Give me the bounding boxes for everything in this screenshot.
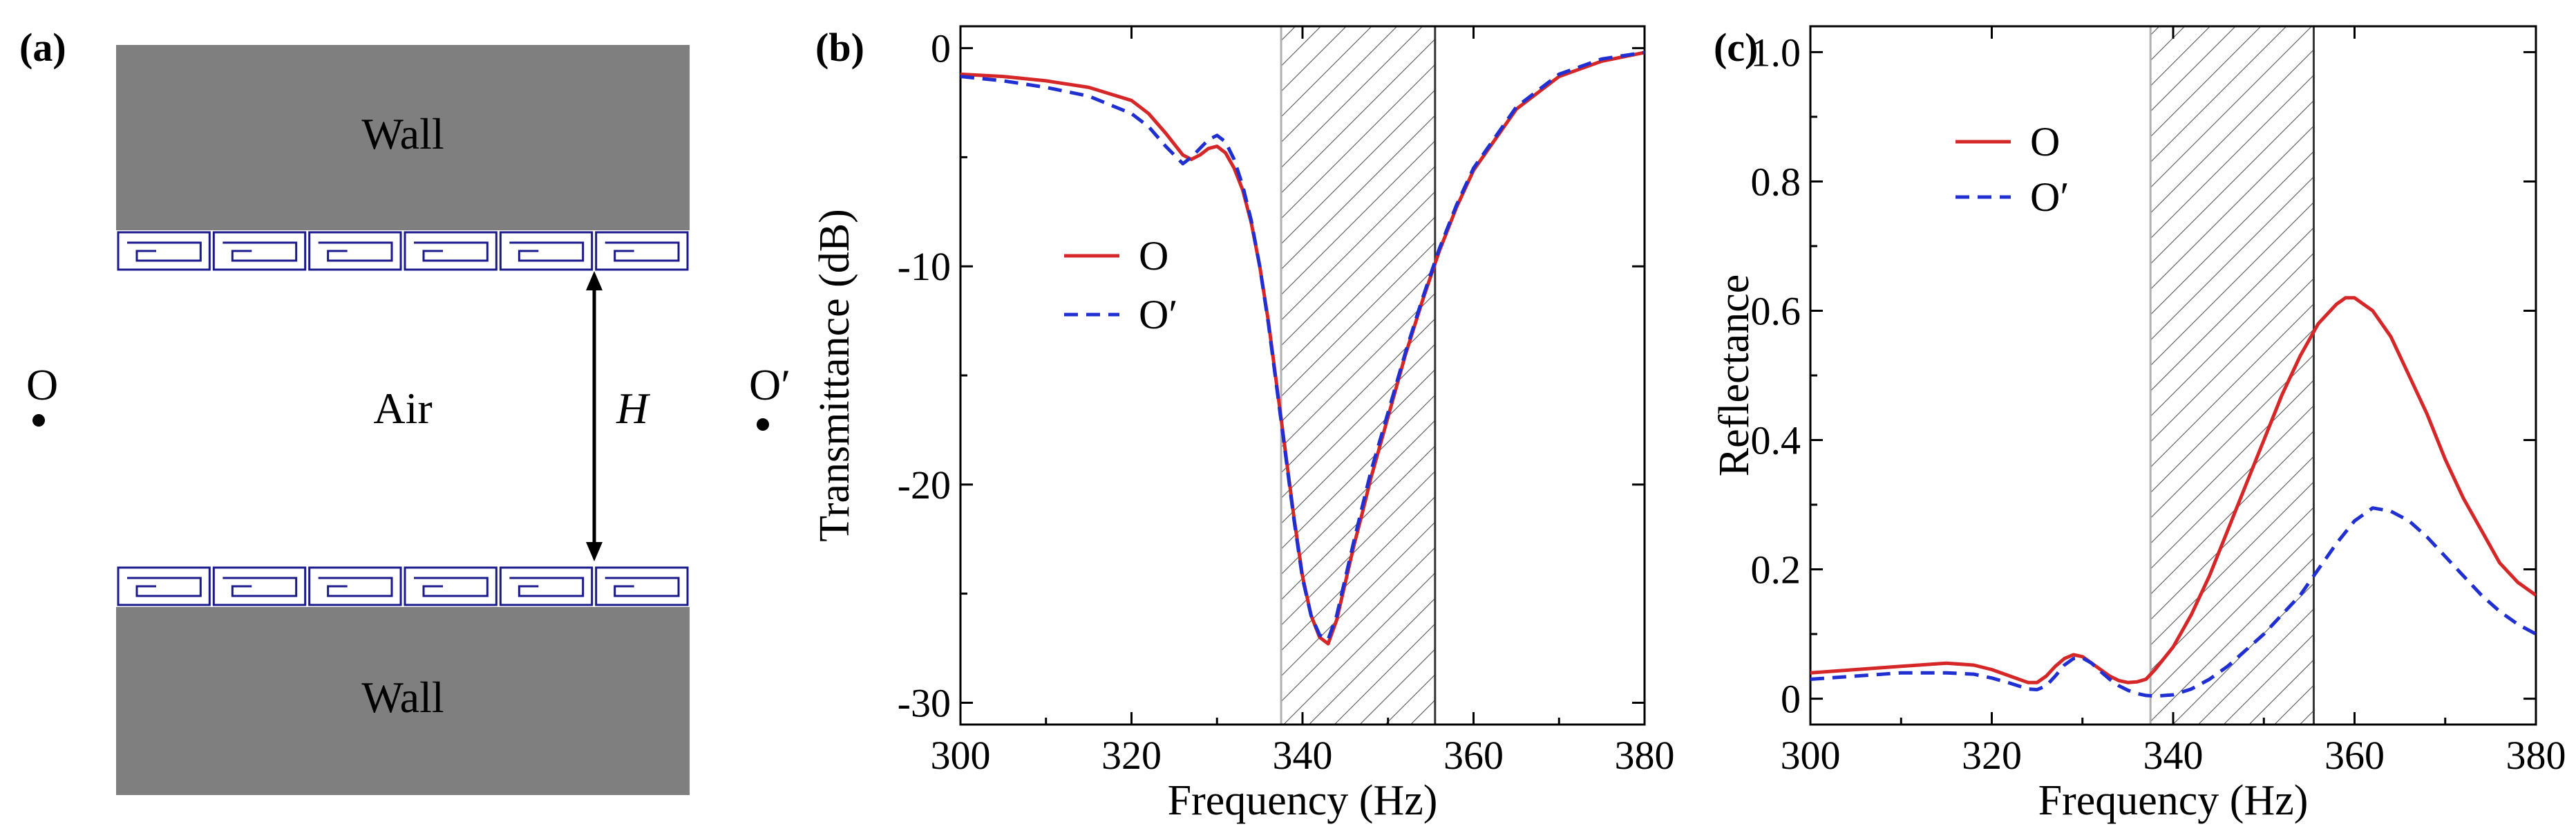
y-tick-label: 0.4 bbox=[1751, 418, 1801, 463]
x-tick-label: 360 bbox=[2324, 733, 2385, 778]
series-line-oprime bbox=[960, 50, 1645, 642]
air-label: Air bbox=[373, 384, 432, 433]
x-tick-label: 320 bbox=[1101, 733, 1162, 778]
panel-b-label: (b) bbox=[815, 25, 864, 70]
unit-cell-channel bbox=[605, 241, 680, 262]
series-line-o bbox=[1810, 296, 2536, 684]
point-o-label: O bbox=[26, 360, 58, 409]
unit-cell-channel bbox=[127, 241, 202, 262]
c-y-axis-label: Reflectance bbox=[1711, 274, 1758, 477]
b-legend: O O′ bbox=[1064, 233, 1177, 337]
unit-cell-channel bbox=[414, 577, 489, 597]
point-oprime-marker bbox=[757, 418, 769, 431]
panel-b-transmittance-chart: (b) 300 320 340 360 380 0 -10 -20 -30 Frequency … bbox=[811, 25, 1675, 824]
x-tick-label: 380 bbox=[1615, 733, 1675, 778]
unit-cell bbox=[308, 231, 402, 271]
y-tick-label: 0.6 bbox=[1751, 288, 1801, 333]
y-tick-label: 0 bbox=[931, 26, 951, 71]
unit-cell bbox=[308, 566, 402, 606]
b-axes bbox=[959, 25, 1646, 726]
x-tick-label: 340 bbox=[1273, 733, 1333, 778]
unit-cells-top bbox=[117, 231, 689, 271]
unit-cell-channel bbox=[318, 241, 393, 262]
unit-cell bbox=[117, 566, 211, 606]
panel-c-label: (c) bbox=[1714, 25, 1758, 70]
x-tick-label: 300 bbox=[931, 733, 991, 778]
unit-cell-channel bbox=[509, 577, 585, 597]
b-series-group bbox=[960, 50, 1645, 646]
unit-cell bbox=[404, 566, 498, 606]
b-legend-label-oprime: O′ bbox=[1139, 292, 1177, 337]
c-x-axis-label: Frequency (Hz) bbox=[2038, 777, 2309, 824]
y-tick-label: -20 bbox=[898, 463, 951, 507]
c-axes bbox=[1809, 25, 2537, 726]
wall-bottom bbox=[116, 607, 690, 795]
b-shaded-band bbox=[1280, 26, 1437, 725]
unit-cell bbox=[595, 566, 689, 606]
y-tick-label: 0.2 bbox=[1751, 548, 1801, 592]
x-tick-label: 340 bbox=[2143, 733, 2204, 778]
unit-cell bbox=[595, 231, 689, 271]
unit-cell-channel bbox=[509, 241, 585, 262]
unit-cell bbox=[499, 566, 594, 606]
gap-arrow-head-bottom bbox=[586, 542, 603, 561]
y-tick-label: -30 bbox=[898, 680, 951, 725]
unit-cell-channel bbox=[222, 577, 298, 597]
b-legend-label-o: O bbox=[1139, 233, 1168, 279]
b-tick-labels: 300 320 340 360 380 0 -10 -20 -30 bbox=[898, 26, 1675, 778]
point-oprime-label: O′ bbox=[749, 360, 790, 409]
b-x-axis-label: Frequency (Hz) bbox=[1168, 777, 1438, 824]
x-tick-label: 360 bbox=[1443, 733, 1504, 778]
unit-cell bbox=[499, 231, 594, 271]
b-y-axis-label: Transmittance (dB) bbox=[811, 209, 858, 542]
gap-arrow-head-top bbox=[586, 271, 603, 290]
panel-a-label: (a) bbox=[19, 25, 66, 70]
point-o-marker bbox=[32, 414, 45, 427]
x-tick-label: 380 bbox=[2506, 733, 2566, 778]
unit-cell-channel bbox=[414, 241, 489, 262]
y-tick-label: 1.0 bbox=[1751, 30, 1801, 75]
x-tick-label: 300 bbox=[1781, 733, 1841, 778]
c-legend-label-oprime: O′ bbox=[2030, 174, 2069, 220]
shaded-band-hatch bbox=[1281, 26, 1435, 725]
panel-c-reflectance-chart: (c) 300 320 340 360 380 0 0.2 0.4 0.6 0.8 1.0 Freq… bbox=[1711, 25, 2566, 824]
unit-cell-channel bbox=[318, 577, 393, 597]
wall-top-label: Wall bbox=[361, 109, 444, 158]
c-tick-labels: 300 320 340 360 380 0 0.2 0.4 0.6 0.8 1.0 bbox=[1751, 30, 2566, 778]
unit-cell bbox=[117, 231, 211, 271]
y-tick-label: -10 bbox=[898, 244, 951, 289]
wall-bottom-label: Wall bbox=[361, 673, 444, 722]
gap-label: H bbox=[616, 384, 651, 433]
unit-cell-channel bbox=[127, 577, 202, 597]
unit-cell-channel bbox=[222, 241, 298, 262]
y-tick-label: 0 bbox=[1781, 677, 1801, 722]
x-tick-label: 320 bbox=[1962, 733, 2022, 778]
y-tick-label: 0.8 bbox=[1751, 159, 1801, 204]
c-series-group bbox=[1810, 296, 2536, 698]
unit-cell-channel bbox=[605, 577, 680, 597]
unit-cells-bottom bbox=[117, 566, 689, 606]
unit-cell bbox=[212, 231, 307, 271]
wall-top bbox=[116, 45, 690, 230]
c-legend: O O′ bbox=[1955, 119, 2069, 220]
c-legend-label-o: O bbox=[2030, 119, 2060, 165]
unit-cell bbox=[212, 566, 307, 606]
panel-a-schematic: (a) Wall Wall Air H O O′ bbox=[19, 25, 790, 795]
unit-cell bbox=[404, 231, 498, 271]
